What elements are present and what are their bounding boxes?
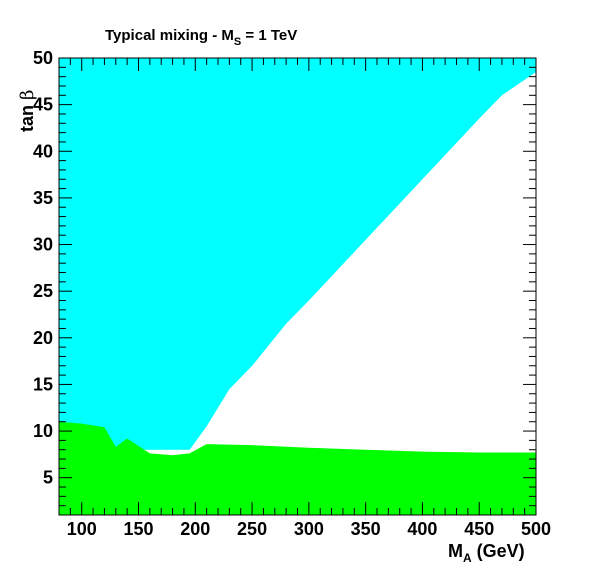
- y-tick-label: 15: [33, 374, 53, 394]
- y-tick-label: 10: [33, 421, 53, 441]
- y-tick-label: 35: [33, 188, 53, 208]
- x-tick-label: 150: [123, 519, 153, 539]
- x-tick-label: 250: [237, 519, 267, 539]
- x-tick-label: 500: [521, 519, 551, 539]
- x-tick-label: 300: [294, 519, 324, 539]
- x-tick-label: 400: [407, 519, 437, 539]
- ticks-layer: 100 150 200 250 300 350 400 450 500 5 10 15 20 25 30 35…: [33, 48, 551, 539]
- x-tick-label: 200: [180, 519, 210, 539]
- chart-title: Typical mixing - MS = 1 TeV: [105, 27, 297, 48]
- x-tick-label: 100: [67, 519, 97, 539]
- y-tick-label: 20: [33, 328, 53, 348]
- y-tick-label: 45: [33, 95, 53, 115]
- cyan-region: [59, 58, 536, 450]
- y-axis-title: tan β: [17, 90, 38, 132]
- y-tick-label: 40: [33, 141, 53, 161]
- y-tick-label: 30: [33, 235, 53, 255]
- green-region: [59, 421, 536, 515]
- y-tick-label: 25: [33, 281, 53, 301]
- y-tick-label: 50: [33, 48, 53, 68]
- y-tick-label: 5: [43, 468, 53, 488]
- x-tick-label: 350: [351, 519, 381, 539]
- x-axis-title: MA (GeV): [448, 541, 525, 565]
- x-tick-label: 450: [464, 519, 494, 539]
- regions-layer: [59, 58, 536, 515]
